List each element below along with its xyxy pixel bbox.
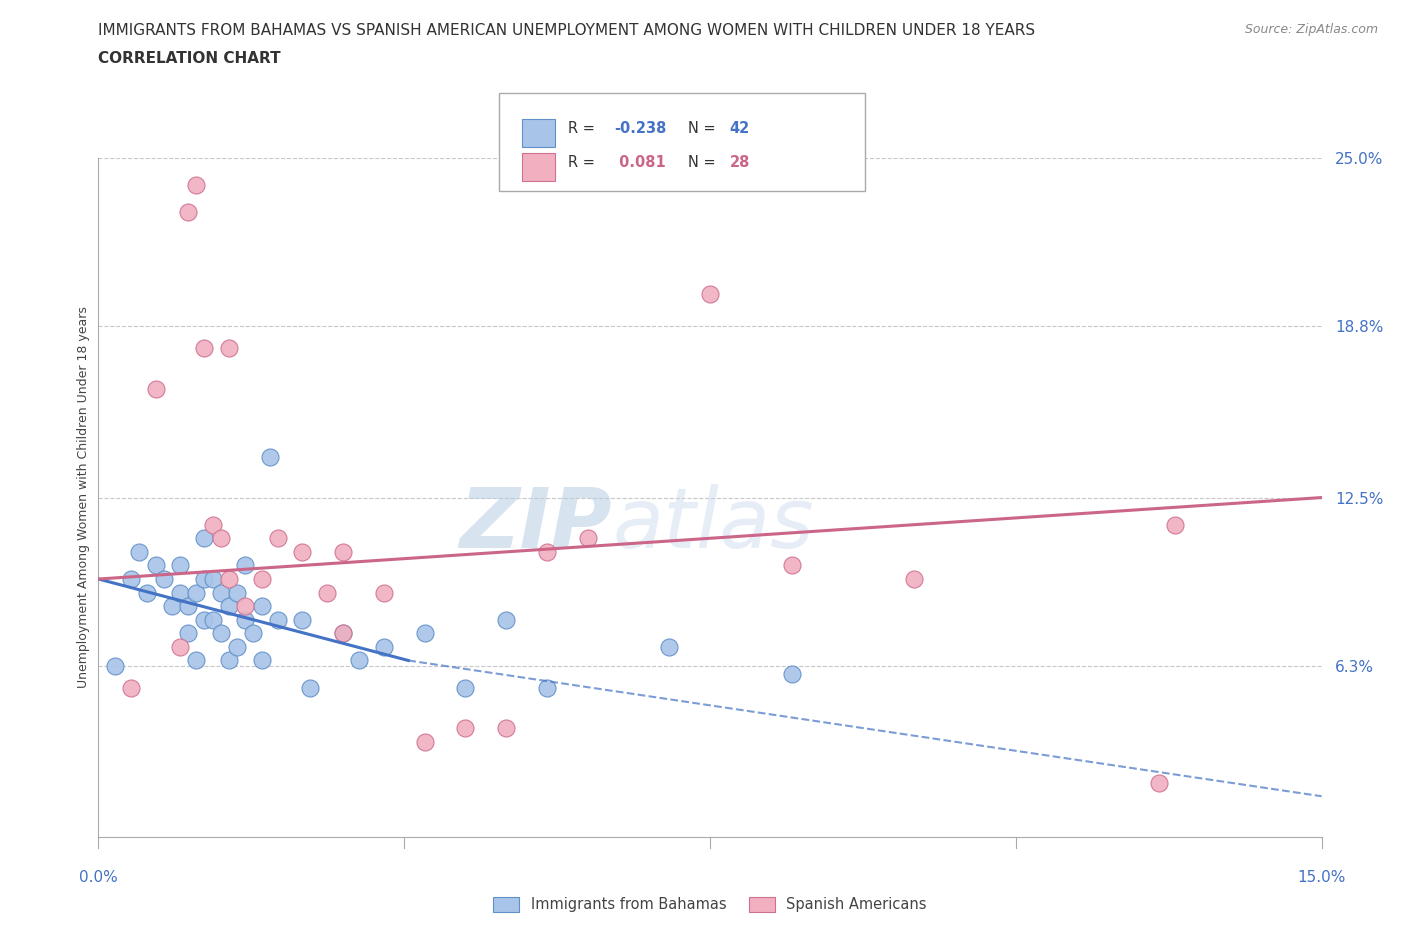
Point bbox=[193, 531, 215, 546]
Point bbox=[209, 585, 232, 600]
Point bbox=[233, 612, 256, 627]
Point bbox=[242, 626, 264, 641]
Text: 42: 42 bbox=[730, 121, 749, 136]
Point bbox=[299, 680, 322, 695]
Y-axis label: Unemployment Among Women with Children Under 18 years: Unemployment Among Women with Children U… bbox=[77, 307, 90, 688]
Point bbox=[780, 558, 803, 573]
Text: atlas: atlas bbox=[612, 485, 814, 565]
Point bbox=[259, 449, 281, 464]
Point bbox=[454, 721, 477, 736]
Point bbox=[267, 612, 290, 627]
Point bbox=[145, 381, 167, 396]
Point bbox=[332, 544, 354, 559]
Point bbox=[413, 626, 436, 641]
Point bbox=[193, 612, 215, 627]
Point bbox=[193, 340, 215, 355]
Point bbox=[267, 531, 290, 546]
Point bbox=[218, 572, 240, 587]
Point bbox=[177, 205, 200, 219]
Point bbox=[780, 667, 803, 682]
Point bbox=[495, 721, 517, 736]
Text: ZIP: ZIP bbox=[460, 485, 612, 565]
Point bbox=[291, 544, 314, 559]
Point bbox=[373, 640, 395, 655]
Text: R =: R = bbox=[568, 155, 599, 170]
Point bbox=[315, 585, 337, 600]
Point bbox=[120, 572, 142, 587]
Point bbox=[903, 572, 925, 587]
Point bbox=[160, 599, 183, 614]
Point bbox=[169, 585, 191, 600]
Point bbox=[233, 599, 256, 614]
Point bbox=[576, 531, 599, 546]
Text: 0.081: 0.081 bbox=[614, 155, 666, 170]
Point bbox=[226, 640, 249, 655]
Point bbox=[186, 653, 208, 668]
Point bbox=[349, 653, 371, 668]
Point bbox=[658, 640, 681, 655]
Point bbox=[186, 178, 208, 193]
Point bbox=[536, 544, 558, 559]
Point bbox=[226, 585, 249, 600]
Point bbox=[454, 680, 477, 695]
Point bbox=[201, 612, 224, 627]
Text: 0.0%: 0.0% bbox=[79, 870, 118, 884]
Point bbox=[536, 680, 558, 695]
Point bbox=[193, 572, 215, 587]
Point bbox=[332, 626, 354, 641]
Point bbox=[128, 544, 150, 559]
Point bbox=[413, 735, 436, 750]
Point bbox=[250, 599, 273, 614]
Point bbox=[495, 612, 517, 627]
Point bbox=[186, 585, 208, 600]
Point bbox=[1147, 776, 1170, 790]
Point bbox=[1164, 517, 1187, 532]
Point bbox=[373, 585, 395, 600]
Point bbox=[145, 558, 167, 573]
Text: N =: N = bbox=[688, 155, 720, 170]
Text: -0.238: -0.238 bbox=[614, 121, 666, 136]
Point bbox=[250, 572, 273, 587]
Point bbox=[699, 286, 721, 301]
Text: 15.0%: 15.0% bbox=[1298, 870, 1346, 884]
Point bbox=[152, 572, 174, 587]
Point bbox=[332, 626, 354, 641]
Text: N =: N = bbox=[688, 121, 720, 136]
Point bbox=[136, 585, 159, 600]
Point bbox=[177, 626, 200, 641]
Text: IMMIGRANTS FROM BAHAMAS VS SPANISH AMERICAN UNEMPLOYMENT AMONG WOMEN WITH CHILDR: IMMIGRANTS FROM BAHAMAS VS SPANISH AMERI… bbox=[98, 23, 1036, 38]
Point bbox=[250, 653, 273, 668]
Point bbox=[218, 653, 240, 668]
Text: CORRELATION CHART: CORRELATION CHART bbox=[98, 51, 281, 66]
Point bbox=[233, 558, 256, 573]
Point bbox=[201, 572, 224, 587]
Point bbox=[291, 612, 314, 627]
Text: 28: 28 bbox=[730, 155, 749, 170]
Point bbox=[201, 517, 224, 532]
Text: R =: R = bbox=[568, 121, 599, 136]
Point bbox=[177, 599, 200, 614]
Point bbox=[209, 531, 232, 546]
Point bbox=[209, 626, 232, 641]
Point bbox=[218, 340, 240, 355]
Legend: Immigrants from Bahamas, Spanish Americans: Immigrants from Bahamas, Spanish America… bbox=[488, 891, 932, 918]
Point bbox=[218, 599, 240, 614]
Text: Source: ZipAtlas.com: Source: ZipAtlas.com bbox=[1244, 23, 1378, 36]
Point bbox=[169, 558, 191, 573]
Point bbox=[120, 680, 142, 695]
Point bbox=[104, 658, 127, 673]
Point bbox=[169, 640, 191, 655]
